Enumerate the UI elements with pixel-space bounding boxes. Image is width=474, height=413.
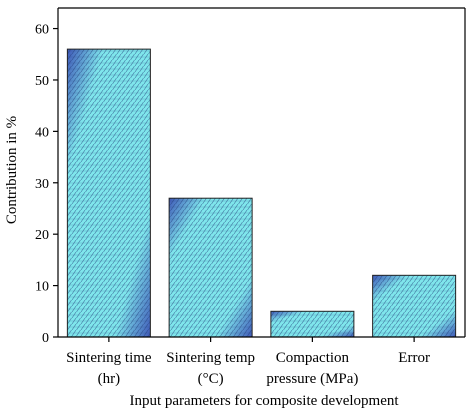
bar [270, 310, 355, 338]
y-tick-label: 40 [35, 125, 49, 140]
bar-pattern [270, 310, 355, 338]
bar-pattern [372, 274, 457, 338]
bar [168, 197, 253, 338]
y-tick-label: 30 [35, 177, 49, 192]
y-tick-label: 20 [35, 228, 49, 243]
x-tick-label: Error [398, 350, 430, 366]
y-tick-label: 60 [35, 23, 49, 38]
y-ticks-group: 0 10 20 30 40 50 60 [35, 23, 58, 346]
bar-pattern [66, 48, 151, 338]
bars-group [66, 48, 457, 338]
x-tick-label: Compaction [276, 350, 350, 366]
x-tick-label: pressure (MPa) [266, 371, 358, 387]
y-tick-label: 10 [35, 280, 49, 295]
x-axis-label: Input parameters for composite developme… [129, 393, 399, 409]
x-tick-label: (°C) [198, 371, 224, 387]
axes-group [57, 7, 466, 338]
x-tick-label: Sintering time [66, 350, 152, 366]
y-tick-label: 0 [42, 331, 49, 346]
x-ticks-group: Sintering time (hr) Sintering temp (°C) Comp… [66, 337, 430, 387]
y-tick-label: 50 [35, 74, 49, 89]
bar [66, 48, 151, 338]
bar [372, 274, 457, 338]
x-tick-label: Sintering temp [166, 350, 255, 366]
y-axis-label: Contribution in % [4, 116, 20, 224]
bar-pattern [168, 197, 253, 338]
x-tick-label: (hr) [98, 371, 121, 387]
